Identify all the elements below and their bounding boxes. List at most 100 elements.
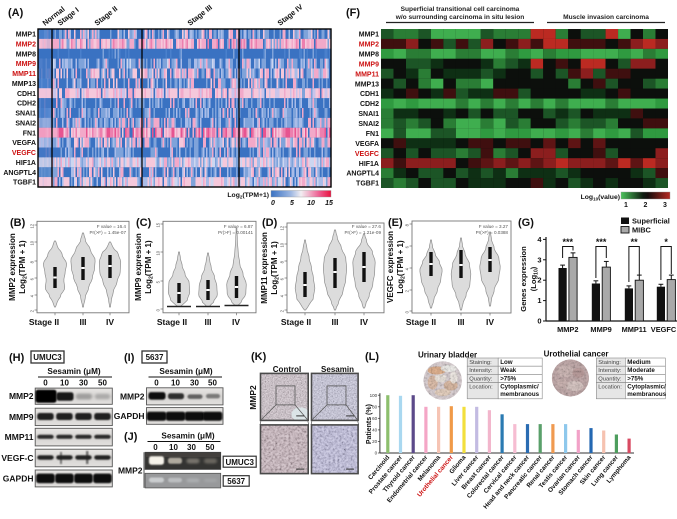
svg-text:Staining:: Staining: bbox=[469, 360, 492, 366]
svg-text:Stage II: Stage II bbox=[281, 317, 311, 327]
svg-text:IV: IV bbox=[360, 317, 368, 327]
svg-text:MMP2: MMP2 bbox=[120, 392, 145, 402]
svg-text:Log2(TPM + 1): Log2(TPM + 1) bbox=[144, 240, 155, 294]
svg-text:III: III bbox=[331, 317, 338, 327]
svg-text:***: *** bbox=[563, 237, 574, 247]
svg-text:60: 60 bbox=[372, 416, 378, 421]
svg-text:0: 0 bbox=[43, 379, 48, 388]
svg-text:4: 4 bbox=[405, 267, 410, 270]
svg-text:12: 12 bbox=[30, 223, 35, 228]
svg-text:(C): (C) bbox=[136, 217, 152, 229]
svg-text:CDH1: CDH1 bbox=[360, 91, 379, 98]
svg-text:Quantity:: Quantity: bbox=[598, 376, 622, 382]
svg-text:MMP9: MMP9 bbox=[590, 325, 611, 334]
svg-text:SNAI1: SNAI1 bbox=[15, 111, 36, 118]
svg-text:MMP2 expression: MMP2 expression bbox=[8, 233, 17, 301]
svg-text:50: 50 bbox=[206, 443, 215, 452]
svg-text:Pr(>F) = 0.0388: Pr(>F) = 0.0388 bbox=[476, 230, 509, 235]
svg-text:CDH2: CDH2 bbox=[17, 101, 36, 108]
svg-text:Pr(>F) = 1.45e-07: Pr(>F) = 1.45e-07 bbox=[89, 230, 126, 235]
svg-text:HIF1A: HIF1A bbox=[16, 160, 36, 167]
svg-text:6: 6 bbox=[405, 245, 410, 248]
svg-text:*: * bbox=[664, 237, 668, 247]
svg-text:MMP1: MMP1 bbox=[16, 32, 36, 39]
svg-text:Urothelial cancer: Urothelial cancer bbox=[544, 350, 609, 359]
svg-text:(D): (D) bbox=[262, 217, 278, 229]
svg-text:40: 40 bbox=[372, 428, 378, 433]
svg-text:Superficial: Superficial bbox=[632, 217, 670, 226]
svg-text:MMP9: MMP9 bbox=[359, 61, 379, 68]
svg-text:FN1: FN1 bbox=[23, 130, 36, 137]
svg-text:50: 50 bbox=[98, 379, 107, 388]
svg-text:Location:: Location: bbox=[598, 385, 622, 391]
svg-text:15: 15 bbox=[325, 200, 333, 207]
svg-text:Stage II: Stage II bbox=[93, 4, 120, 28]
svg-text:VEGF-C: VEGF-C bbox=[1, 453, 33, 463]
svg-text:MMP11: MMP11 bbox=[622, 325, 647, 334]
svg-text:F value = 6.87: F value = 6.87 bbox=[224, 224, 254, 229]
svg-text:MMP11: MMP11 bbox=[5, 432, 34, 442]
svg-text:1: 1 bbox=[624, 202, 628, 209]
svg-text:ANGPTL4: ANGPTL4 bbox=[346, 171, 379, 178]
svg-text:0: 0 bbox=[153, 443, 158, 452]
svg-text:0: 0 bbox=[375, 451, 378, 456]
svg-text:5637: 5637 bbox=[146, 353, 164, 362]
svg-text:Stage II: Stage II bbox=[29, 317, 59, 327]
svg-text:MMP9: MMP9 bbox=[16, 61, 36, 68]
svg-text:10: 10 bbox=[30, 240, 35, 245]
svg-text:MMP8: MMP8 bbox=[16, 51, 36, 58]
svg-text:20: 20 bbox=[372, 439, 378, 444]
svg-text:GAPDH: GAPDH bbox=[114, 411, 145, 421]
svg-text:MMP2: MMP2 bbox=[359, 42, 379, 49]
svg-text:Control: Control bbox=[273, 365, 301, 374]
svg-text:10: 10 bbox=[171, 379, 180, 388]
svg-text:VEGFC expression: VEGFC expression bbox=[386, 231, 395, 303]
svg-text:Stage IV: Stage IV bbox=[276, 2, 305, 27]
svg-text:Stage II: Stage II bbox=[406, 317, 436, 327]
svg-text:UMUC3: UMUC3 bbox=[33, 353, 62, 362]
svg-text:3: 3 bbox=[663, 202, 667, 209]
svg-text:Pr(>F) = 0.00141: Pr(>F) = 0.00141 bbox=[218, 230, 253, 235]
svg-text:w/o surrounding carcinoma in s: w/o surrounding carcinoma in situ lesion bbox=[395, 14, 525, 21]
svg-text:Stage III: Stage III bbox=[186, 3, 214, 28]
svg-text:ANGPTL4: ANGPTL4 bbox=[3, 170, 36, 177]
svg-text:Quantity:: Quantity: bbox=[469, 376, 493, 382]
svg-text:Urinary bladder: Urinary bladder bbox=[418, 351, 477, 360]
svg-text:III: III bbox=[457, 317, 464, 327]
svg-text:MMP9: MMP9 bbox=[9, 412, 34, 422]
svg-text:Low: Low bbox=[500, 359, 513, 366]
svg-text:0: 0 bbox=[271, 200, 275, 207]
svg-text:MMP11 expression: MMP11 expression bbox=[260, 232, 269, 304]
svg-text:Medium: Medium bbox=[627, 359, 651, 366]
svg-text:0: 0 bbox=[154, 379, 159, 388]
svg-text:6: 6 bbox=[280, 277, 285, 280]
svg-text:2: 2 bbox=[280, 309, 285, 312]
svg-text:VEGFC: VEGFC bbox=[12, 150, 36, 157]
svg-text:Patients (%): Patients (%) bbox=[366, 404, 373, 444]
svg-text:Location:: Location: bbox=[469, 385, 493, 391]
svg-text:Intensity:: Intensity: bbox=[598, 368, 622, 374]
svg-text:VEGFC: VEGFC bbox=[355, 151, 379, 158]
svg-text:5: 5 bbox=[156, 280, 161, 283]
svg-text:(A): (A) bbox=[8, 7, 24, 19]
svg-text:MMP2: MMP2 bbox=[557, 325, 578, 334]
svg-text:(J): (J) bbox=[124, 431, 138, 443]
svg-text:F value = 16.4: F value = 16.4 bbox=[97, 224, 127, 229]
svg-text:8: 8 bbox=[280, 260, 285, 263]
svg-text:Cytoplasmic/: Cytoplasmic/ bbox=[500, 384, 539, 391]
svg-text:3: 3 bbox=[537, 255, 541, 264]
svg-text:CDH1: CDH1 bbox=[17, 91, 36, 98]
svg-text:(Log10): (Log10) bbox=[529, 266, 539, 291]
svg-text:Genes expression: Genes expression bbox=[519, 246, 528, 312]
svg-text:F value = 3.27: F value = 3.27 bbox=[479, 224, 509, 229]
svg-text:4: 4 bbox=[30, 294, 35, 297]
svg-text:Sesamin (μM): Sesamin (μM) bbox=[159, 367, 213, 376]
svg-text:***: *** bbox=[596, 237, 607, 247]
svg-text:1: 1 bbox=[537, 296, 541, 305]
svg-text:Log2(TPM + 1): Log2(TPM + 1) bbox=[270, 241, 281, 295]
svg-text:15: 15 bbox=[156, 222, 161, 227]
svg-text:0: 0 bbox=[405, 310, 410, 313]
svg-text:(E): (E) bbox=[388, 217, 403, 229]
svg-text:0: 0 bbox=[156, 308, 161, 311]
svg-text:5637: 5637 bbox=[227, 477, 245, 486]
